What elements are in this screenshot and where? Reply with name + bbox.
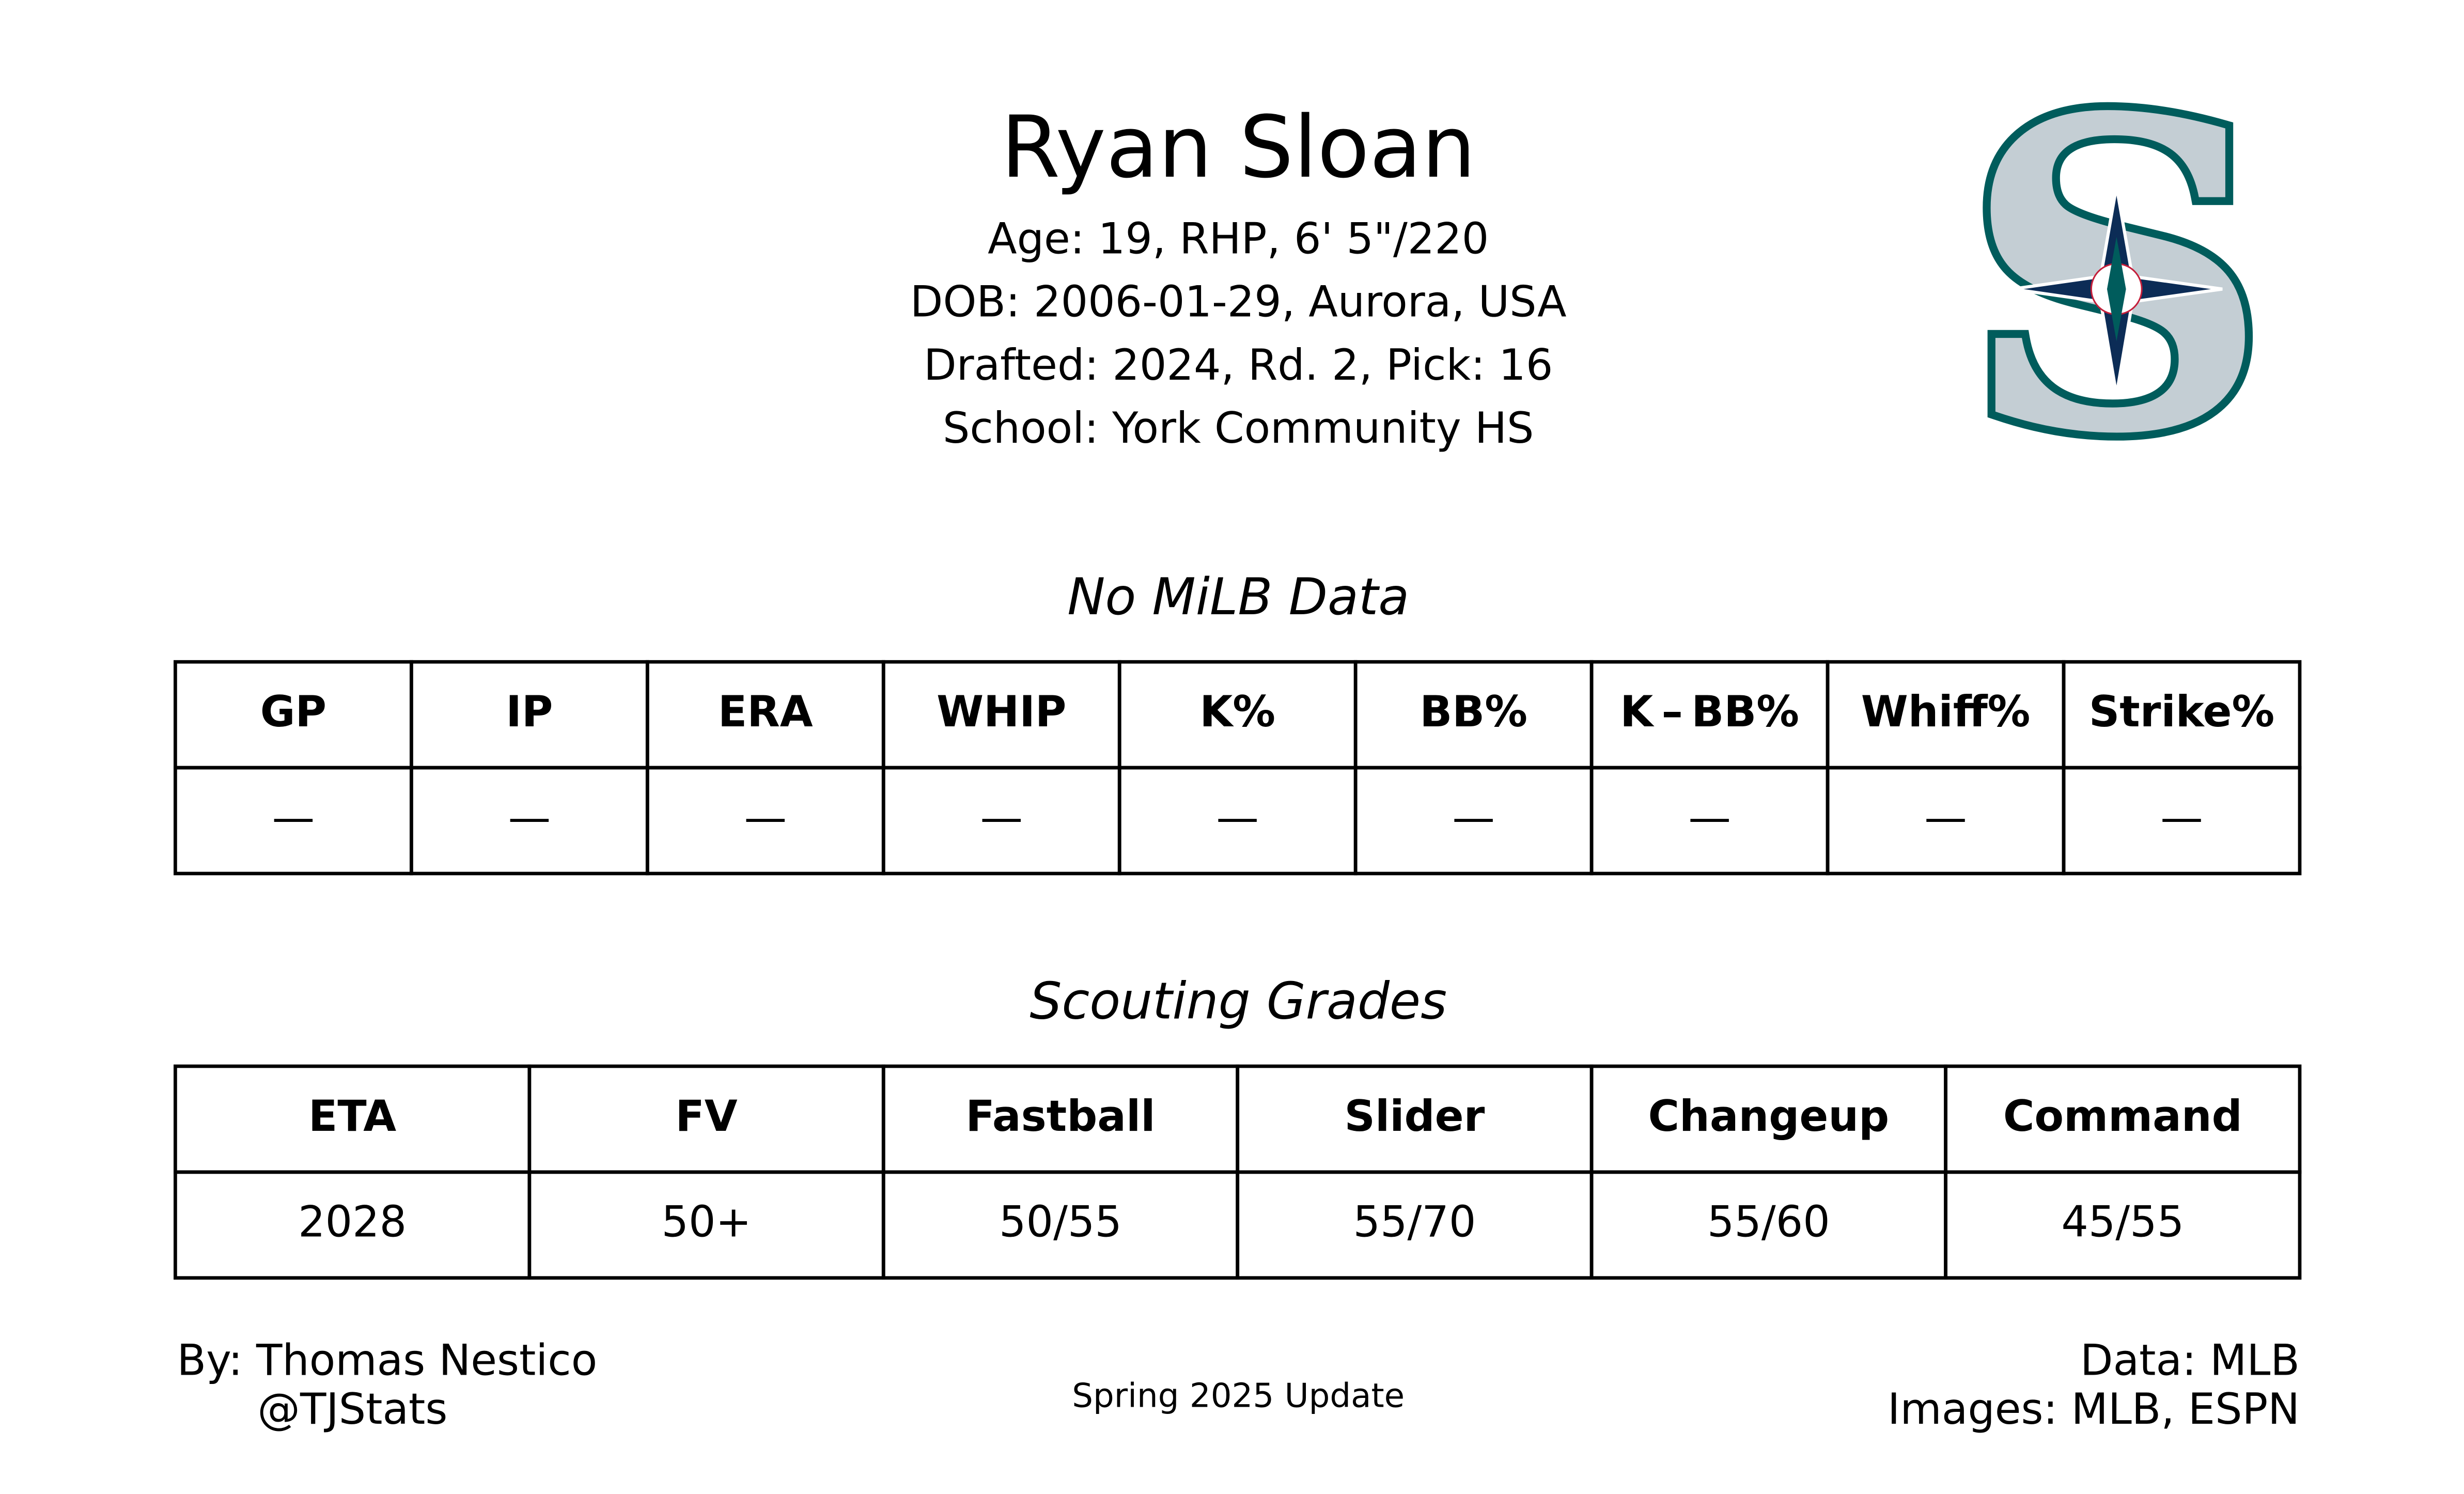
detail-line: DOB: 2006-01-29, Aurora, USA xyxy=(910,277,1567,327)
cell-value: — xyxy=(272,793,315,843)
cell-value: — xyxy=(1924,793,1967,843)
column-header: FV xyxy=(675,1092,737,1141)
cell-value: — xyxy=(980,793,1023,843)
cell-value: — xyxy=(2160,793,2203,843)
cell-value: — xyxy=(1216,793,1259,843)
cell-value: — xyxy=(508,793,551,843)
cell-value: — xyxy=(1452,793,1495,843)
cell-value: 2028 xyxy=(298,1197,407,1247)
cell-value: 50+ xyxy=(661,1197,751,1247)
cell-value: 55/60 xyxy=(1707,1197,1830,1247)
cell-value: — xyxy=(744,793,787,843)
handle: @TJStats xyxy=(257,1384,447,1434)
column-header: K – BB% xyxy=(1620,687,1799,737)
images-source: Images: MLB, ESPN xyxy=(1888,1384,2300,1434)
column-header: ETA xyxy=(308,1092,396,1141)
player-name: Ryan Sloan xyxy=(1001,98,1476,197)
detail-line: School: York Community HS xyxy=(943,403,1534,453)
column-header: Changeup xyxy=(1648,1092,1889,1141)
author: By: Thomas Nestico xyxy=(177,1335,597,1385)
detail-line: Drafted: 2024, Rd. 2, Pick: 16 xyxy=(924,340,1553,390)
column-header: BB% xyxy=(1420,687,1527,737)
column-header: Slider xyxy=(1345,1092,1485,1141)
cell-value: 55/70 xyxy=(1353,1197,1476,1247)
column-header: GP xyxy=(260,687,326,737)
section-title: No MiLB Data xyxy=(1067,568,1409,627)
body-cell xyxy=(1944,1170,2302,1280)
column-header: WHIP xyxy=(937,687,1066,737)
section-title: Scouting Grades xyxy=(1030,972,1447,1031)
column-header: Whiff% xyxy=(1861,687,2031,737)
cell-value: 50/55 xyxy=(999,1197,1122,1247)
team-logo: S xyxy=(1955,19,2279,536)
column-header: Command xyxy=(2003,1092,2242,1141)
column-header: IP xyxy=(506,687,553,737)
column-header: K% xyxy=(1199,687,1275,737)
column-header: Fastball xyxy=(965,1092,1155,1141)
column-header: Strike% xyxy=(2089,687,2274,737)
data-source: Data: MLB xyxy=(2080,1335,2300,1385)
cell-value: 45/55 xyxy=(2061,1197,2184,1247)
cell-value: — xyxy=(1688,793,1731,843)
column-header: ERA xyxy=(718,687,813,737)
body-cell xyxy=(2062,766,2302,876)
update-note: Spring 2025 Update xyxy=(1072,1377,1405,1415)
detail-line: Age: 19, RHP, 6' 5"/220 xyxy=(988,214,1489,263)
